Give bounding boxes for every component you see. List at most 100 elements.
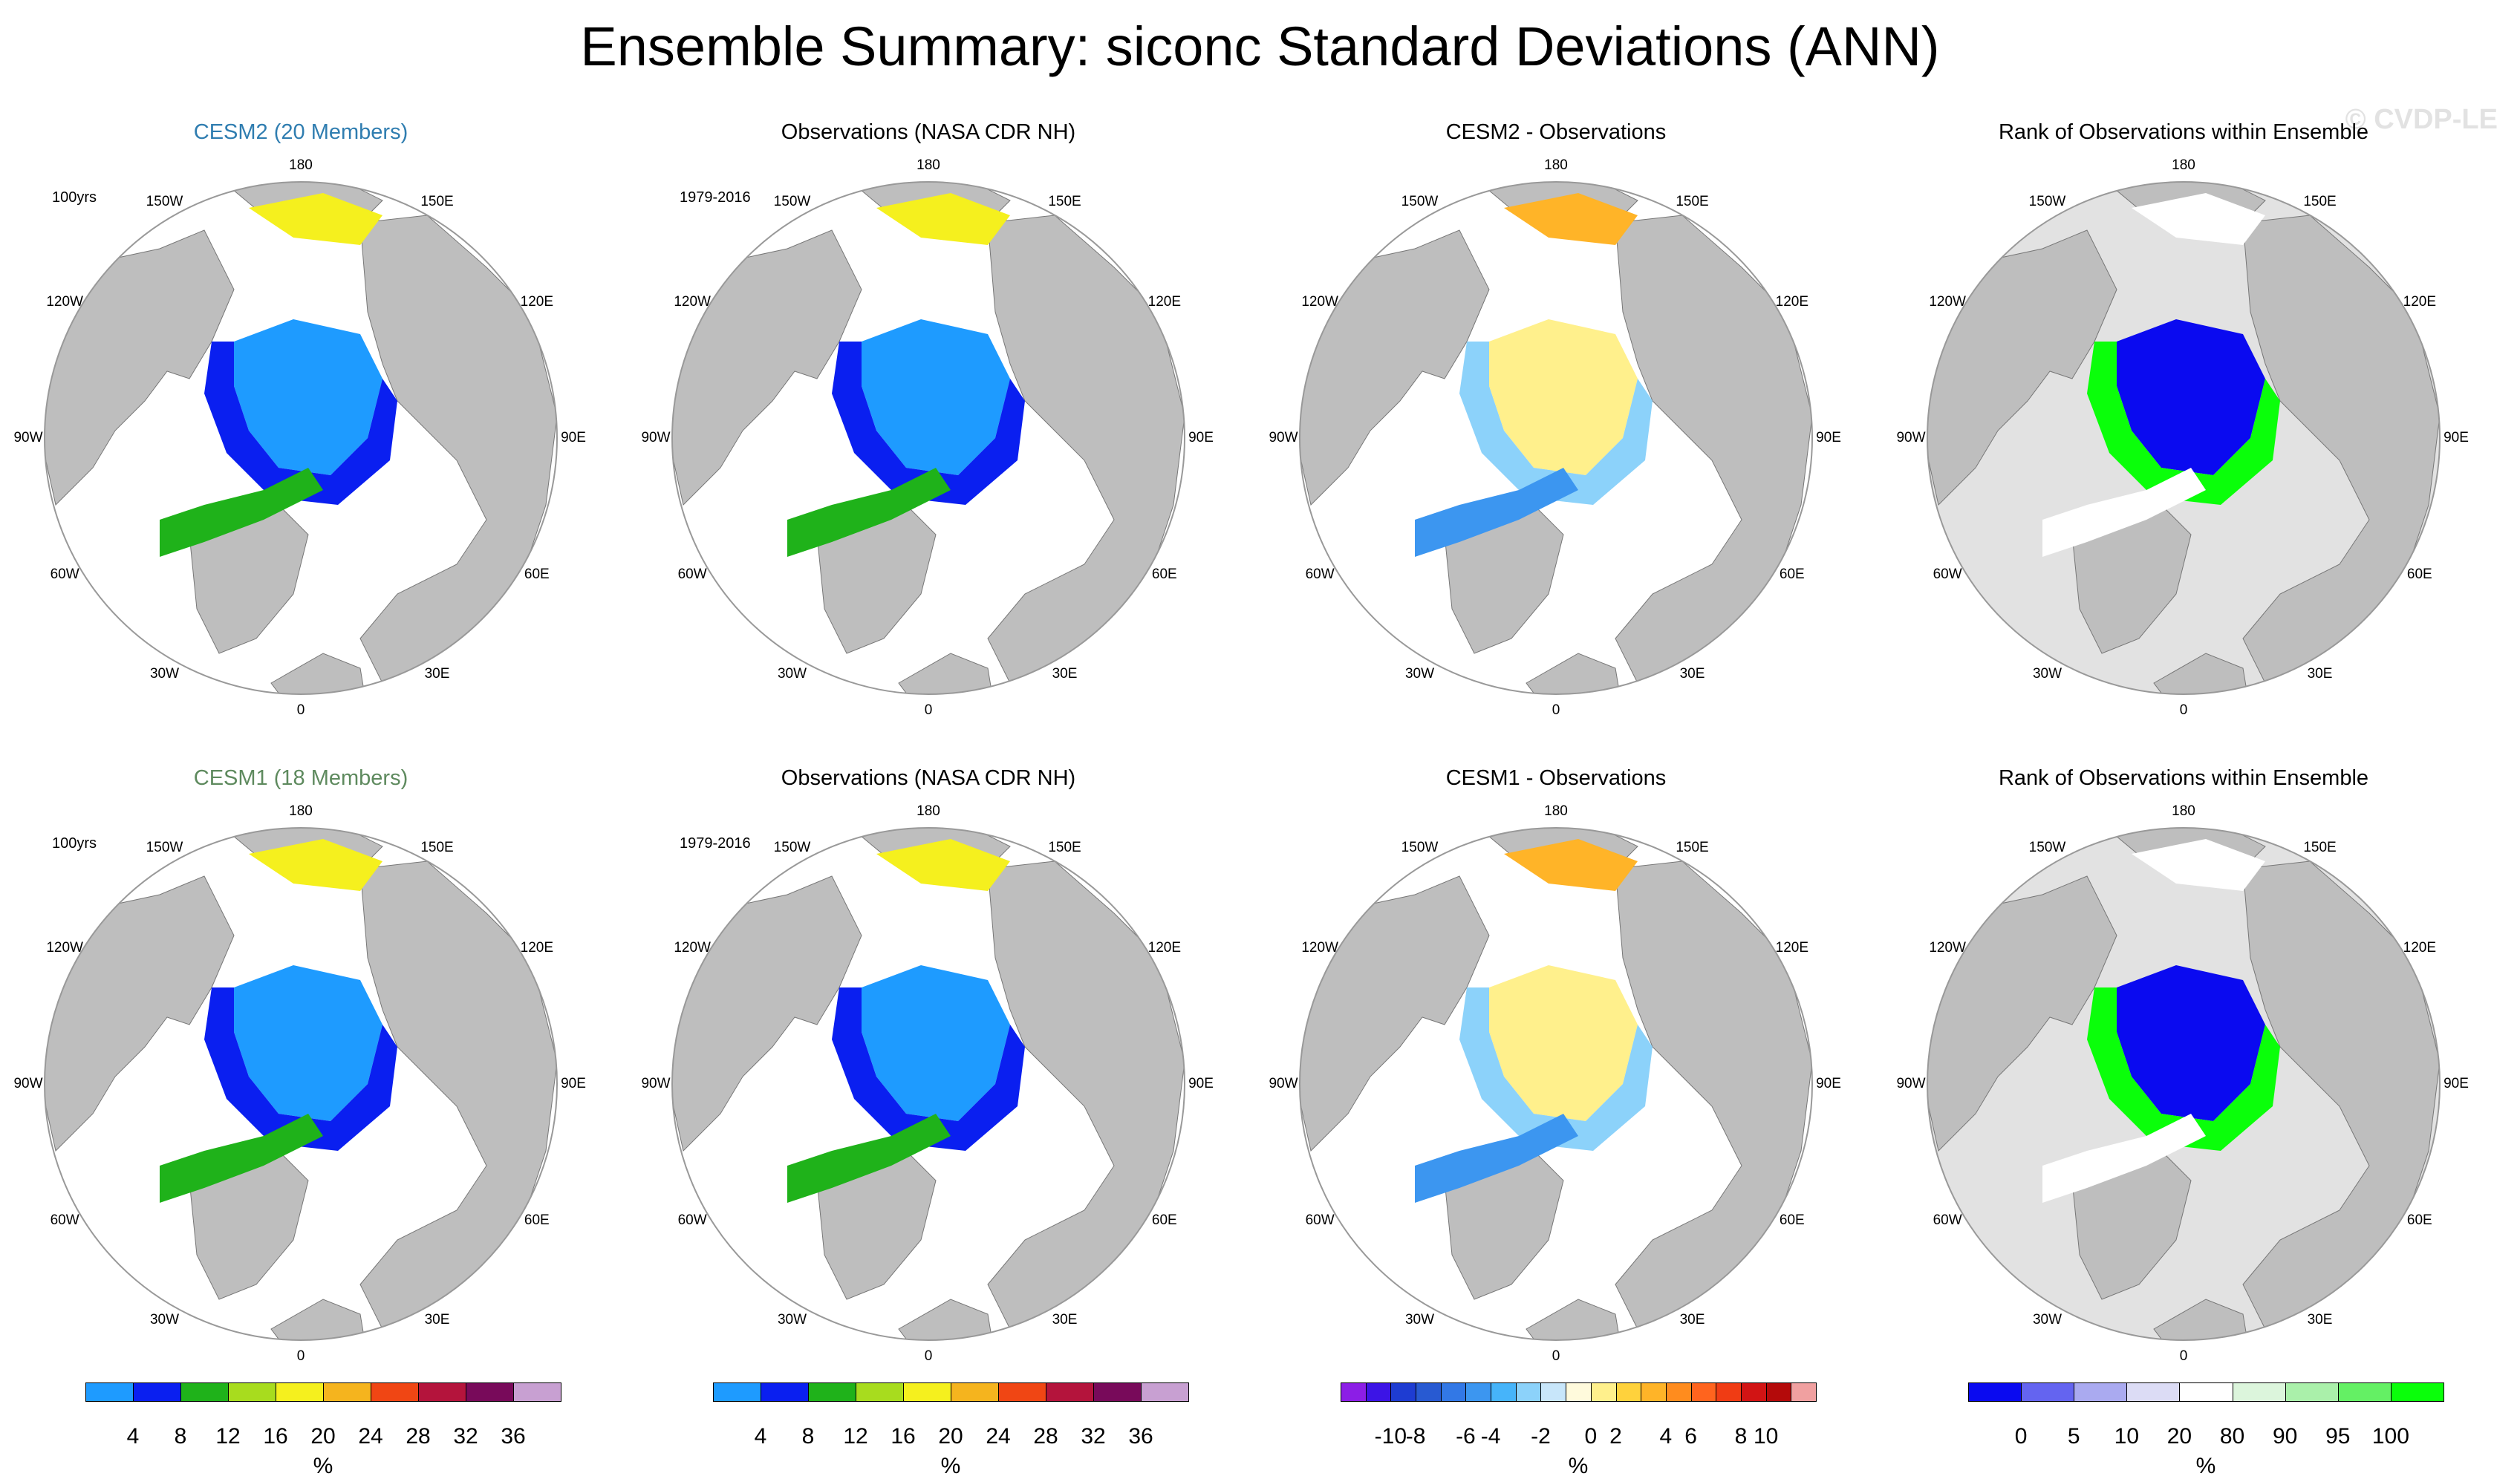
- period-label: 100yrs: [52, 189, 97, 206]
- colorbar-swatch: [2074, 1382, 2128, 1402]
- land-mass: [898, 653, 996, 694]
- land-mass: [1526, 653, 1624, 694]
- colorbar-tick-label: 8: [1734, 1424, 1748, 1449]
- period-label: 100yrs: [52, 835, 97, 852]
- longitude-label: 60W: [50, 566, 79, 582]
- colorbar-swatch: [761, 1382, 809, 1402]
- colorbar-swatch: [466, 1382, 514, 1402]
- land-mass: [898, 1299, 996, 1340]
- colorbar-unit: %: [940, 1454, 961, 1478]
- longitude-label: 0: [924, 702, 933, 718]
- colorbar-tick-label: 12: [843, 1424, 868, 1449]
- land-mass: [1300, 229, 1490, 506]
- colorbar-tick-label: 4: [126, 1424, 140, 1449]
- longitude-label: 150W: [2028, 194, 2066, 210]
- longitude-label: 150W: [1401, 194, 1439, 210]
- colorbar-tick-label: 20: [2166, 1424, 2192, 1449]
- colorbar: 4 8 12 16 20 24 28 32 36%: [85, 1382, 561, 1478]
- longitude-label: 120E: [1775, 293, 1809, 310]
- colorbar-swatch: [1141, 1382, 1189, 1402]
- longitude-label: 150E: [420, 840, 454, 856]
- colorbar-tick-label: 0: [1584, 1424, 1598, 1449]
- longitude-label: 30W: [2032, 665, 2062, 682]
- colorbar-unit: %: [1568, 1454, 1589, 1478]
- longitude-label: 180: [916, 803, 940, 819]
- longitude-label: 180: [289, 157, 313, 173]
- longitude-label: 90W: [13, 430, 43, 445]
- sea-ice-siberian: [249, 839, 382, 891]
- colorbar-swatch: [1615, 1382, 1642, 1402]
- sea-ice-edge: [832, 342, 1025, 505]
- colorbar-tick-label: 24: [986, 1424, 1011, 1449]
- sea-ice-band: [787, 468, 951, 557]
- longitude-label: 120E: [1147, 293, 1182, 310]
- longitude-label: 0: [2179, 702, 2188, 718]
- colorbar-swatch: [1515, 1382, 1542, 1402]
- longitude-label: 90E: [1188, 430, 1214, 445]
- longitude-label: 90W: [1896, 430, 1926, 445]
- land-mass: [672, 229, 862, 506]
- colorbar-swatch: [856, 1382, 904, 1402]
- longitude-label: 60E: [2406, 566, 2432, 582]
- sea-ice-edge: [1459, 342, 1653, 505]
- longitude-label: 30E: [2307, 665, 2333, 682]
- longitude-label: 0: [1552, 702, 1560, 718]
- longitude-label: 120E: [2403, 939, 2437, 956]
- longitude-label: 0: [1552, 1348, 1560, 1364]
- colorbar-tick-label: 28: [1033, 1424, 1058, 1449]
- longitude-label: 30W: [149, 1311, 180, 1328]
- colorbar-swatch: [276, 1382, 324, 1402]
- sea-ice-siberian: [249, 193, 382, 245]
- longitude-label: 60W: [677, 566, 707, 582]
- longitude-label: 120E: [520, 939, 554, 956]
- longitude-label: 30E: [424, 1311, 450, 1328]
- land-mass: [45, 875, 235, 1152]
- map-panel: CESM2 - Observations 180 150E 120E 90E 60E 30E…: [1266, 119, 1846, 757]
- sea-ice-siberian: [1504, 839, 1638, 891]
- panel-title: Rank of Observations within Ensemble: [1998, 766, 2369, 790]
- colorbar-swatch: [1540, 1382, 1567, 1402]
- colorbar-tick-label: 36: [1128, 1424, 1153, 1449]
- longitude-label: 180: [1544, 803, 1568, 819]
- colorbar-tick-label: 0: [2014, 1424, 2028, 1449]
- main-title: Ensemble Summary: siconc Standard Deviat…: [580, 16, 1940, 77]
- longitude-label: 90E: [561, 1076, 586, 1091]
- longitude-label: 0: [924, 1348, 933, 1364]
- colorbar: 4 8 12 16 20 24 28 32 36%: [713, 1382, 1189, 1478]
- polar-map: [671, 181, 1185, 695]
- longitude-label: 90W: [641, 1076, 671, 1091]
- sea-ice-band: [2042, 468, 2206, 557]
- longitude-label: 180: [289, 803, 313, 819]
- colorbar: 0 5 10 20 80 90 95 100%: [1968, 1382, 2444, 1478]
- longitude-label: 60E: [1151, 566, 1177, 582]
- colorbar-tick-label: 32: [453, 1424, 478, 1449]
- longitude-label: 60W: [1933, 1212, 1962, 1228]
- sea-ice-core: [2117, 965, 2265, 1121]
- colorbar-swatch: [2285, 1382, 2339, 1402]
- longitude-label: 180: [2172, 157, 2195, 173]
- colorbar-swatch: [1716, 1382, 1742, 1402]
- colorbar-swatch: [951, 1382, 999, 1402]
- panel-title: CESM1 - Observations: [1445, 766, 1667, 790]
- longitude-label: 150E: [1676, 194, 1709, 210]
- land-mass: [1927, 875, 2117, 1152]
- colorbar-tick-label: 90: [2272, 1424, 2298, 1449]
- colorbar-tick-label: -10: [1374, 1424, 1407, 1449]
- colorbar-tick-label: 8: [801, 1424, 815, 1449]
- longitude-label: 90W: [641, 430, 671, 445]
- longitude-label: 30E: [1052, 665, 1078, 682]
- sea-ice-edge: [204, 987, 397, 1151]
- longitude-label: 0: [296, 1348, 305, 1364]
- period-label: 1979-2016: [680, 189, 751, 206]
- colorbar-tick-label: 36: [501, 1424, 526, 1449]
- colorbar-swatch: [1390, 1382, 1417, 1402]
- colorbar-tick-label: 32: [1081, 1424, 1106, 1449]
- colorbar-swatch: [2232, 1382, 2286, 1402]
- map-panel: CESM1 - Observations 180 150E 120E 90E 60E 30E…: [1266, 765, 1846, 1403]
- sea-ice-band: [2042, 1114, 2206, 1203]
- longitude-label: 150W: [146, 840, 183, 856]
- colorbar-tick-label: 24: [358, 1424, 383, 1449]
- colorbar-swatch: [998, 1382, 1046, 1402]
- longitude-label: 60W: [1305, 1212, 1335, 1228]
- sea-ice-edge: [832, 987, 1025, 1151]
